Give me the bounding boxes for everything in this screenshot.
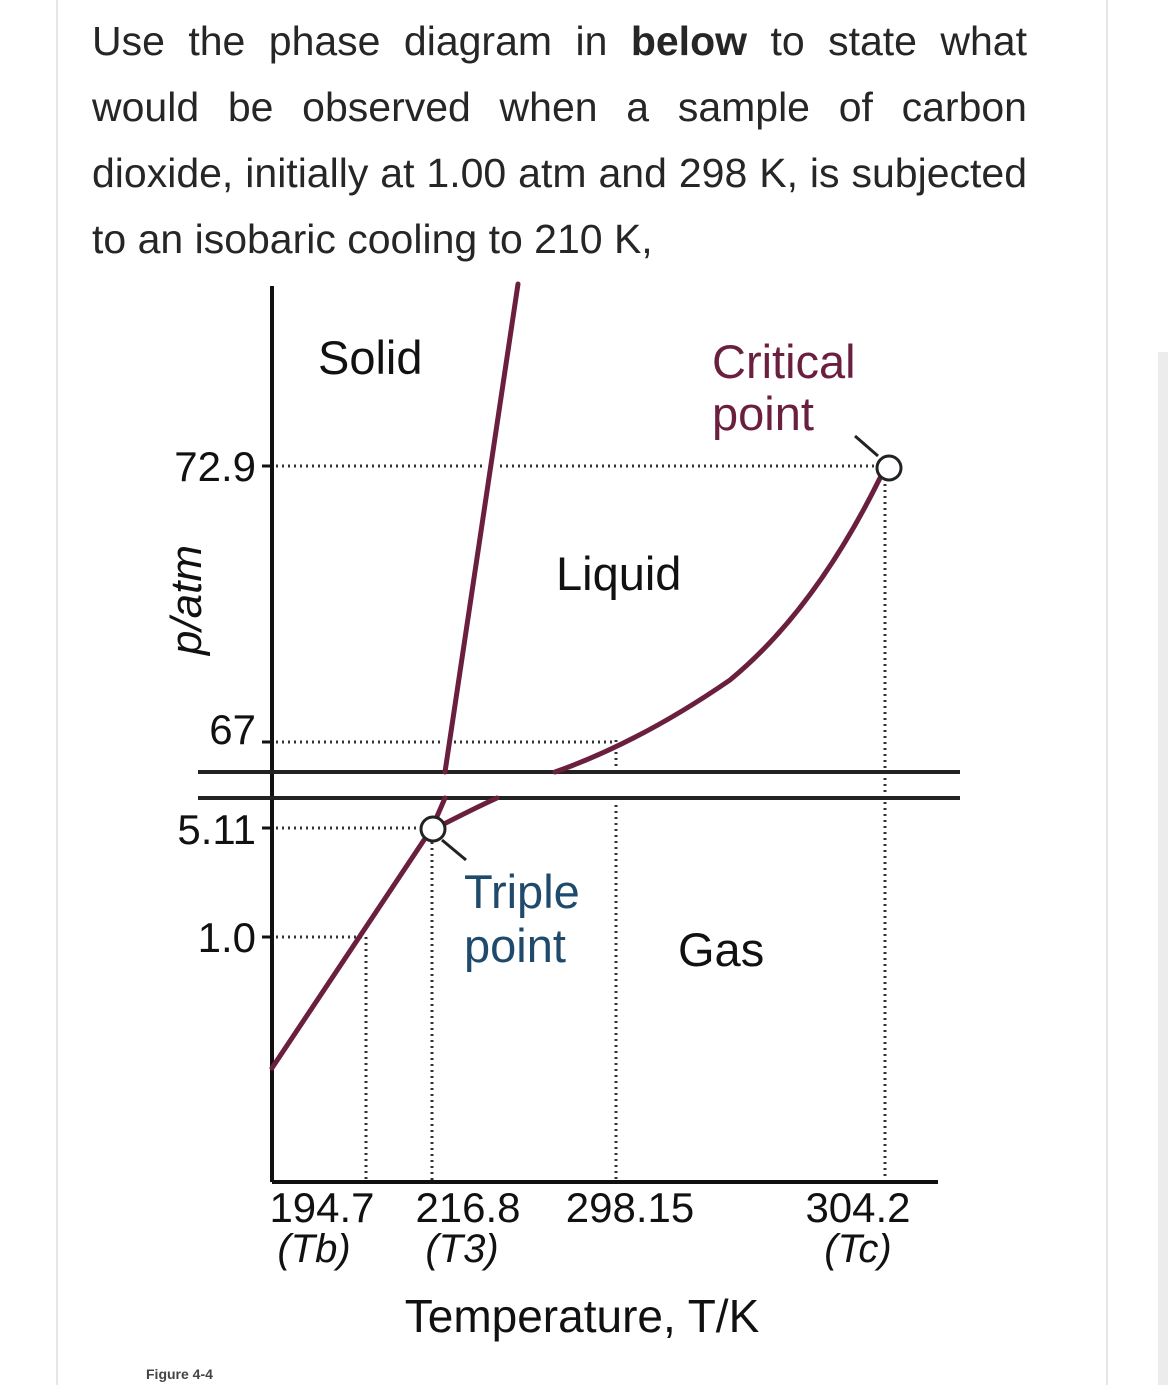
- vaporization-curve-lower: [437, 795, 500, 829]
- sublimation-curve: [269, 825, 435, 1071]
- x-tick-sublabel: (Tb): [277, 1227, 350, 1271]
- y-axis-label: p/atm: [162, 545, 211, 657]
- question-text-start: Use the phase diagram in: [92, 18, 631, 64]
- content-card: [56, 0, 1108, 1385]
- y-tick-label: 5.11: [177, 806, 256, 853]
- critical-point-label-line2: point: [712, 387, 814, 440]
- x-tick-sublabel: (Tc): [824, 1227, 891, 1271]
- dotted-guides: [276, 464, 887, 1180]
- y-tick-label: 1.0: [198, 914, 256, 961]
- y-tick-label: 67: [209, 706, 256, 753]
- figure-caption: Figure 4-4: [146, 1366, 213, 1382]
- region-solid-label: Solid: [318, 331, 423, 384]
- critical-point-pointer: [854, 434, 879, 458]
- x-tick-sublabel: (T3): [425, 1227, 498, 1271]
- x-axis-label: Temperature, T/K: [405, 1290, 760, 1342]
- x-tick-labels: 194.7 216.8 298.15 304.2: [269, 1184, 910, 1231]
- fusion-curve-upper: [442, 281, 521, 775]
- scrollbar-track[interactable]: [1158, 352, 1168, 1385]
- region-liquid-label: Liquid: [556, 547, 681, 600]
- question-text-bold: below: [630, 18, 748, 64]
- x-tick-label: 194.7: [269, 1184, 374, 1231]
- y-ticks: [262, 464, 272, 939]
- triple-point-marker: [419, 815, 447, 843]
- critical-point-label-line1: Critical: [712, 335, 856, 388]
- region-gas-label: Gas: [678, 923, 764, 976]
- triple-point-pointer: [441, 838, 467, 862]
- x-tick-sublabels: (Tb) (T3) (Tc): [277, 1227, 891, 1271]
- question-text: Use the phase diagram in below to state …: [92, 8, 1027, 272]
- y-tick-labels: 72.9 67 5.11 1.0: [174, 443, 256, 961]
- x-tick-label: 304.2: [805, 1184, 910, 1231]
- vaporization-curve-upper: [552, 475, 883, 775]
- y-tick-label: 72.9: [174, 443, 256, 490]
- triple-point-label-line2: point: [464, 919, 566, 972]
- phase-boundaries: [269, 281, 883, 1071]
- x-tick-label: 298.15: [566, 1184, 694, 1231]
- triple-point-label-line1: Triple: [464, 865, 580, 918]
- critical-point-marker: [875, 454, 903, 482]
- x-tick-label: 216.8: [415, 1184, 520, 1231]
- question-text-end: to state what would be observed when a s…: [92, 18, 1028, 262]
